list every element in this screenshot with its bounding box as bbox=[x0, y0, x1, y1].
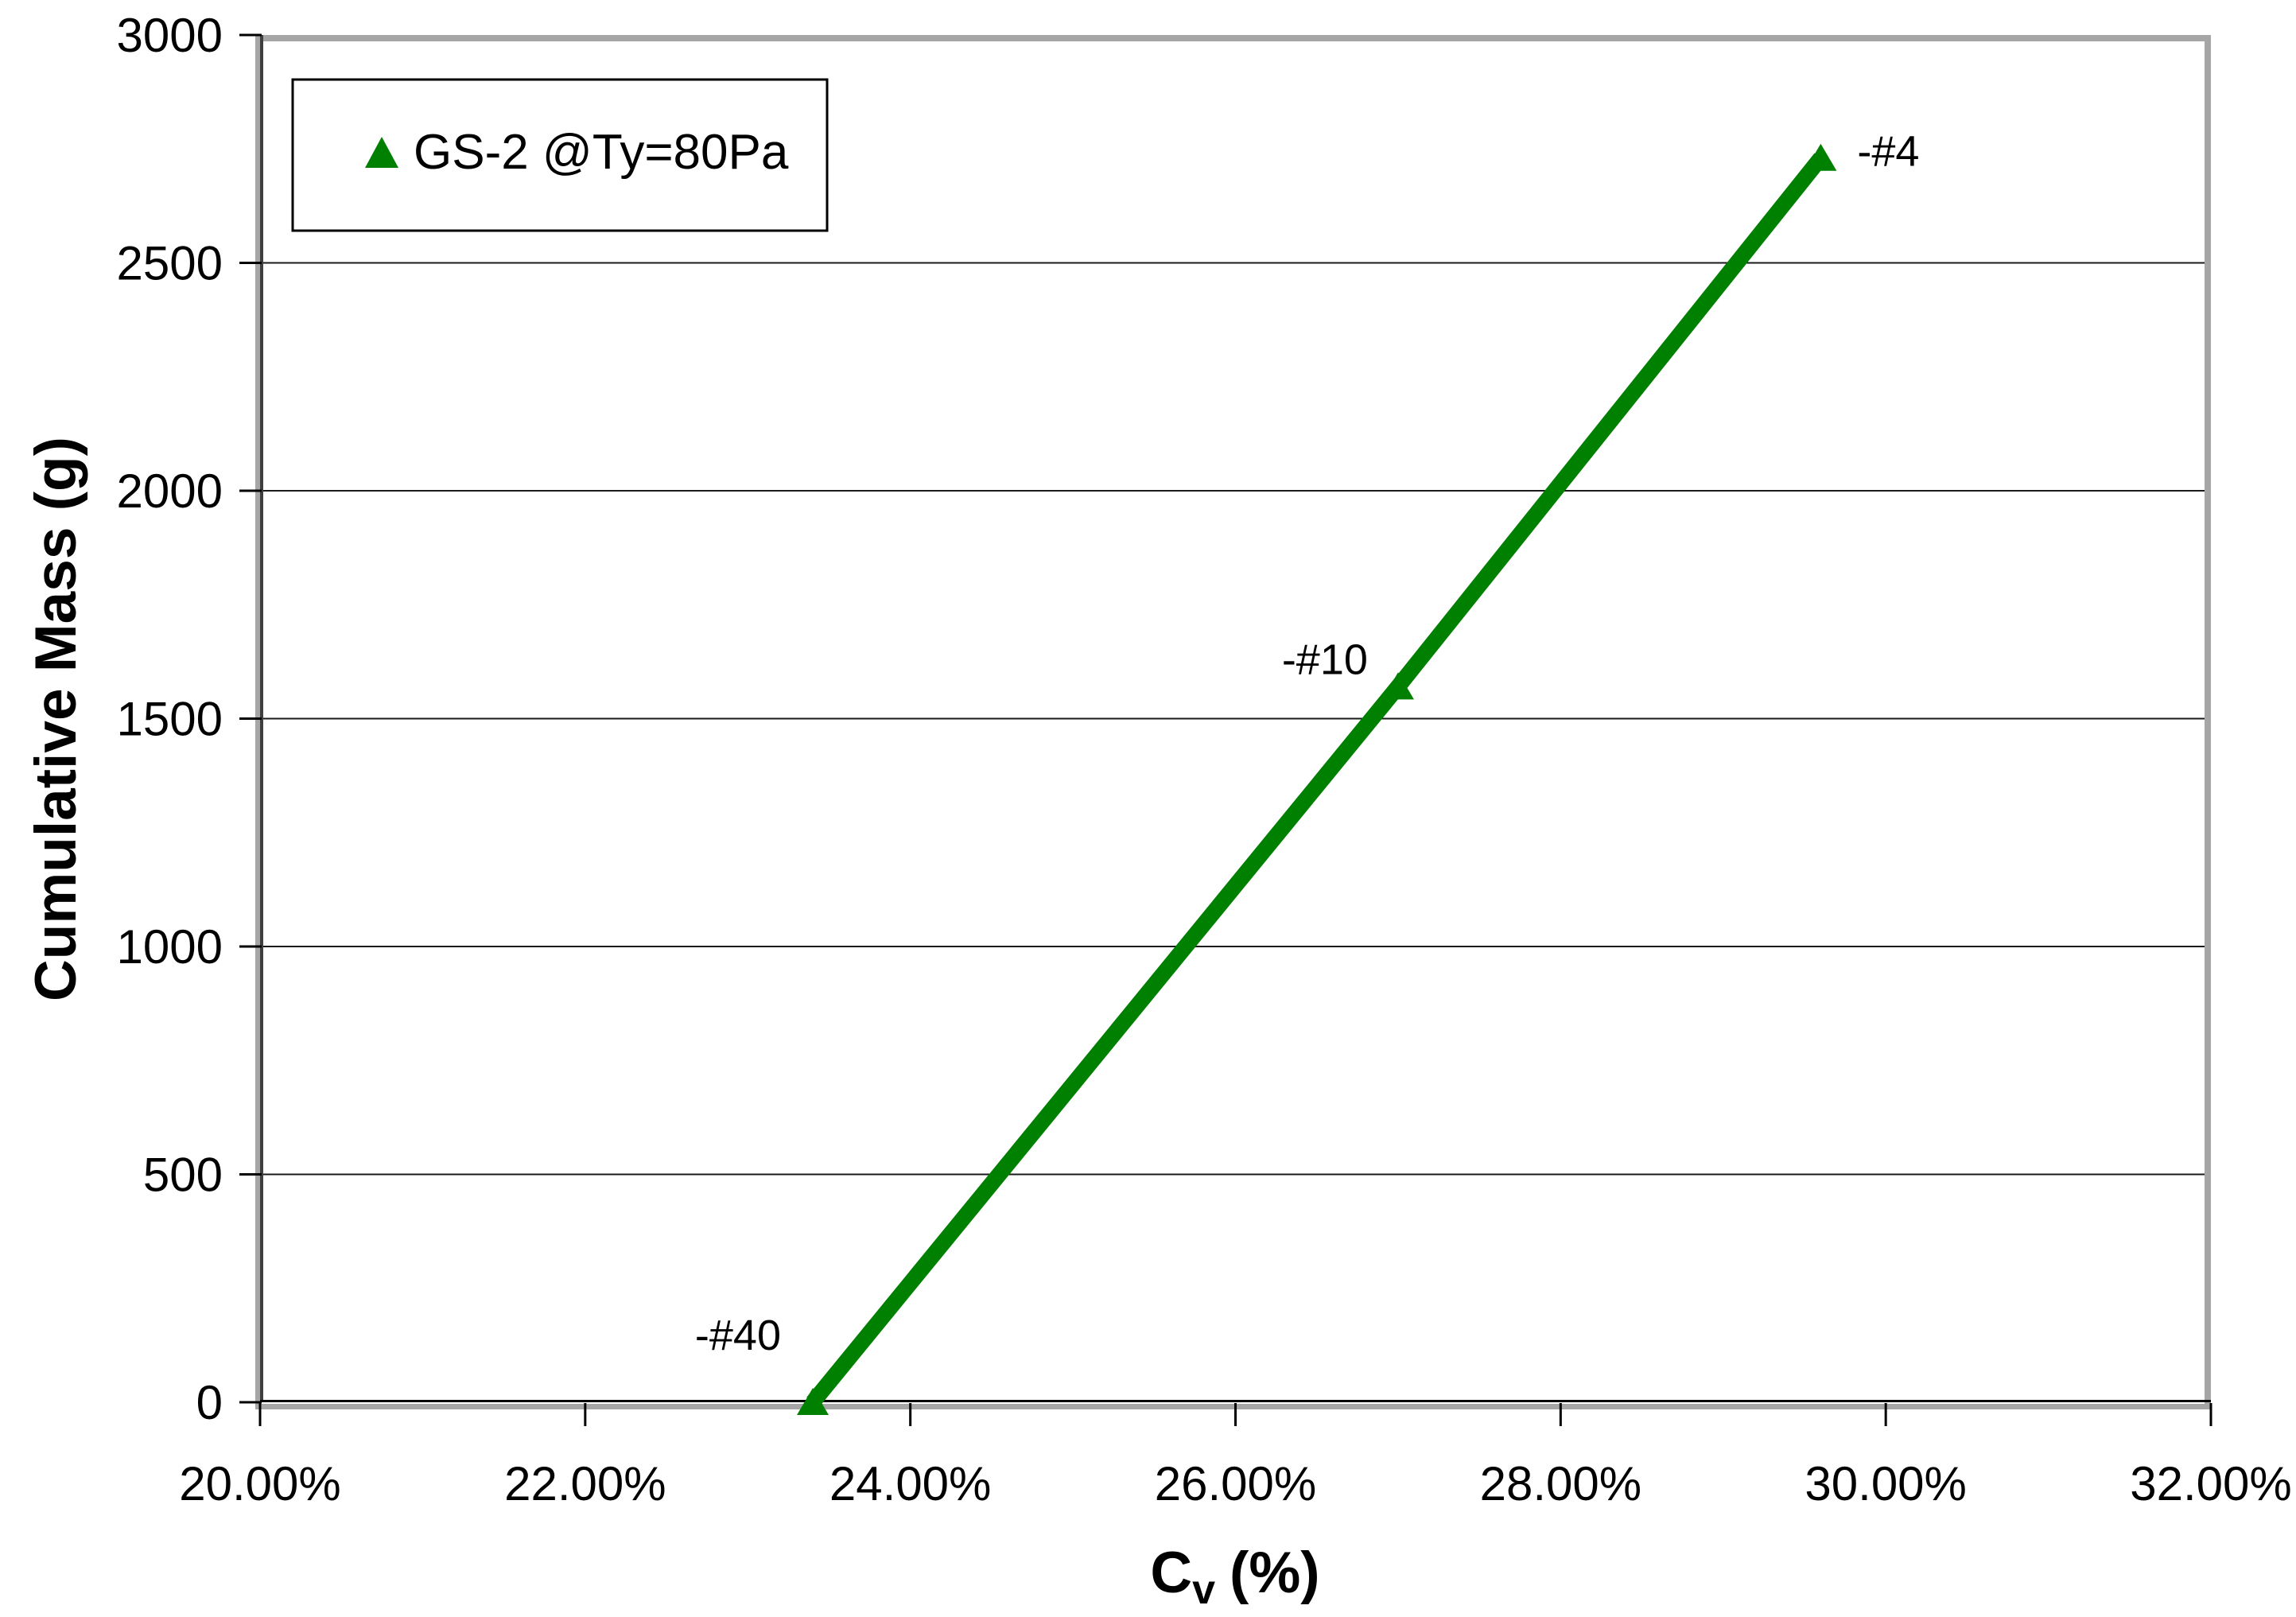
legend-triangle-marker-icon bbox=[365, 137, 398, 168]
x-axis-shadow bbox=[255, 1404, 2211, 1409]
legend-box bbox=[291, 78, 829, 232]
y-tick-label: 1000 bbox=[117, 920, 223, 974]
plot-border-right bbox=[2205, 35, 2211, 1408]
data-point-label: -#4 bbox=[1857, 128, 1919, 176]
data-series bbox=[797, 143, 1837, 1415]
y-tick-label: 2500 bbox=[117, 237, 223, 290]
y-tick-label: 0 bbox=[196, 1376, 223, 1429]
x-tick-label: 30.00% bbox=[1805, 1457, 1967, 1510]
legend-entry-label: GS-2 @Ty=80Pa bbox=[414, 125, 789, 180]
x-axis-line bbox=[260, 1400, 2211, 1402]
x-tick-label: 24.00% bbox=[829, 1457, 992, 1510]
y-tick-label: 3000 bbox=[117, 9, 223, 62]
plot-border-top bbox=[255, 35, 2211, 41]
x-tick-label: 22.00% bbox=[504, 1457, 666, 1510]
data-point-marker bbox=[797, 1388, 829, 1415]
x-axis-title-units: (%) bbox=[1230, 1541, 1320, 1605]
data-point-labels: -#40 -#10 -#4 bbox=[695, 128, 1920, 1359]
x-axis-title: Cv (%) bbox=[1150, 1541, 1319, 1613]
y-axis-ticks: 0 500 1000 1500 2000 2500 3000 bbox=[117, 9, 262, 1429]
x-tick-label: 26.00% bbox=[1155, 1457, 1317, 1510]
gridlines bbox=[260, 262, 2211, 1176]
plot-border-left bbox=[255, 35, 261, 1408]
x-tick-label: 32.00% bbox=[2130, 1457, 2292, 1510]
x-axis-title-base: C bbox=[1150, 1541, 1192, 1605]
data-point-marker bbox=[1805, 143, 1837, 171]
x-tick-label: 20.00% bbox=[179, 1457, 341, 1510]
x-tick-label: 28.00% bbox=[1480, 1457, 1642, 1510]
legend: GS-2 @Ty=80Pa bbox=[291, 78, 829, 232]
y-tick-label: 2000 bbox=[117, 464, 223, 518]
y-tick-label: 1500 bbox=[117, 693, 223, 746]
x-axis-ticks: 20.00% 22.00% 24.00% 26.00% 28.00% 30.00% 32.0… bbox=[179, 1403, 2292, 1510]
data-point-marker bbox=[1381, 672, 1414, 700]
y-axis-title: Cumulative Mass (g) bbox=[24, 437, 88, 1001]
y-tick-label: 500 bbox=[143, 1149, 223, 1202]
data-point-label: -#10 bbox=[1282, 636, 1368, 683]
data-point-label: -#40 bbox=[695, 1312, 781, 1359]
x-axis-title-subscript: v bbox=[1192, 1567, 1215, 1613]
